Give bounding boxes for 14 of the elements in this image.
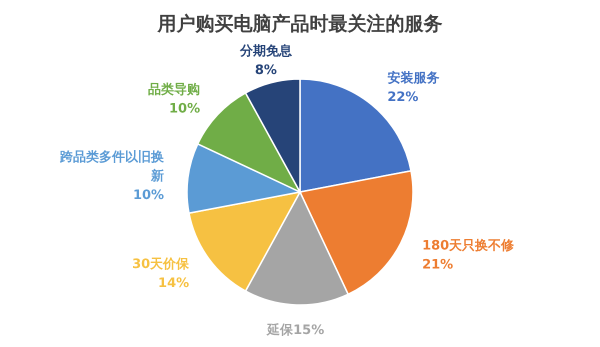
slice-label: 跨品类多件以旧换新 [59,150,164,184]
data-label: 22% [387,90,418,105]
slice-label: 30天价保 [132,257,190,272]
slice-label: 180天只换不修 [422,238,516,254]
data-label: 10% [169,102,200,117]
slice-label: 品类导购 [148,82,200,98]
slice-label: 分期免息 [238,42,293,59]
chart-title: 用户购买电脑产品时最关注的服务 [156,13,442,35]
data-label: 14% [158,276,190,292]
data-label: 8% [254,62,277,78]
data-label: 21% [422,258,454,273]
slice-label: 延保15% [266,322,324,338]
data-label: 10% [132,188,164,203]
slice-label: 安装服务 [387,70,440,86]
